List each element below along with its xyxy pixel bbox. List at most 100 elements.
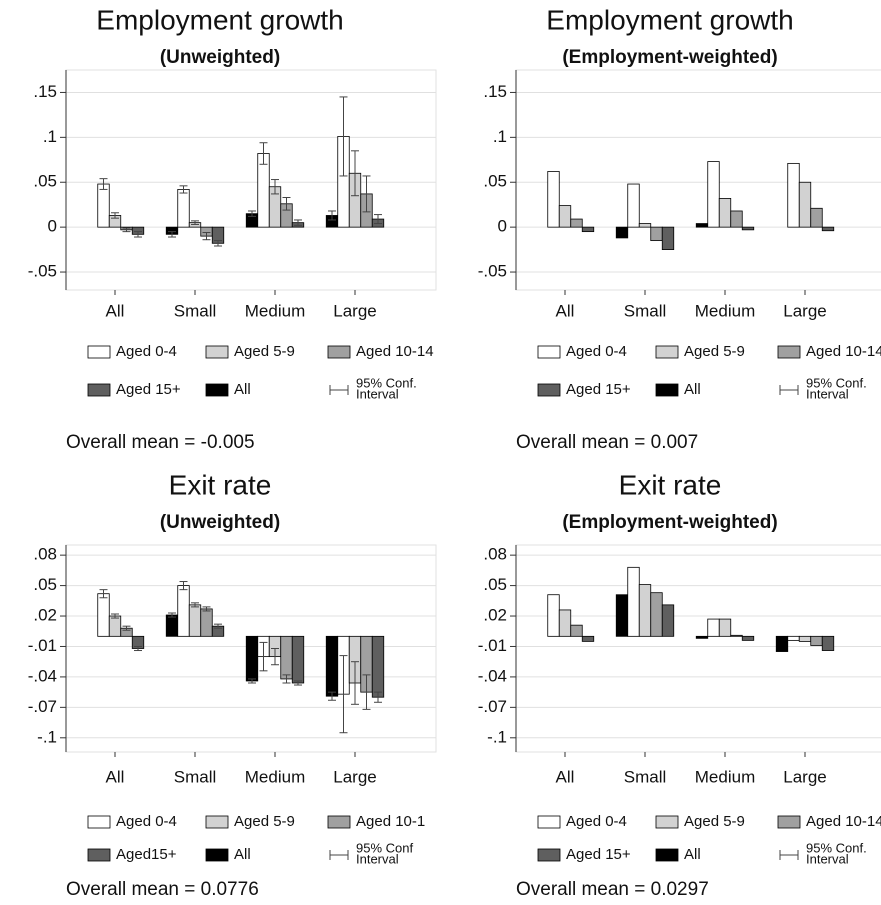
legend-label: All bbox=[684, 381, 701, 398]
error-bar bbox=[362, 175, 371, 213]
legend-label: Aged 0-4 bbox=[116, 343, 177, 360]
legend-label: Aged 5-9 bbox=[684, 343, 745, 360]
legend-swatch bbox=[327, 345, 351, 359]
legend-label: Aged15+ bbox=[116, 846, 177, 863]
bar bbox=[108, 615, 122, 637]
x-tick-label: Large bbox=[333, 767, 376, 786]
chart-title: Exit rate bbox=[169, 469, 272, 500]
bar bbox=[547, 171, 560, 228]
error-bar bbox=[111, 613, 119, 619]
legend-swatch bbox=[655, 345, 679, 359]
y-tick-label: -.04 bbox=[28, 666, 57, 685]
bar bbox=[718, 198, 732, 228]
legend-label: 95% Conf. bbox=[806, 375, 867, 390]
y-tick-label: .15 bbox=[33, 82, 57, 101]
bar bbox=[165, 614, 179, 637]
x-tick-label: Medium bbox=[245, 767, 305, 786]
bar bbox=[695, 223, 709, 228]
bar bbox=[798, 635, 812, 642]
chart-note: Overall mean = 0.0776 bbox=[66, 879, 259, 900]
error-bar bbox=[294, 680, 302, 686]
error-bar bbox=[259, 641, 268, 672]
legend-label: 95% Conf. bbox=[356, 375, 417, 390]
y-tick-label: -.1 bbox=[487, 727, 507, 746]
bar bbox=[821, 226, 835, 232]
chart-note: Overall mean = 0.007 bbox=[516, 432, 698, 453]
bar bbox=[650, 592, 663, 637]
x-tick-label: All bbox=[556, 301, 575, 320]
error-bar bbox=[122, 625, 131, 631]
y-tick-label: .02 bbox=[33, 606, 57, 625]
bar bbox=[798, 181, 812, 228]
legend-label: Aged 5-9 bbox=[684, 813, 745, 830]
error-bar bbox=[202, 606, 211, 612]
bar bbox=[177, 585, 190, 637]
legend-swatch bbox=[205, 383, 229, 397]
legend-swatch bbox=[537, 383, 561, 397]
bar bbox=[718, 618, 732, 637]
error-bar bbox=[259, 142, 268, 165]
error-bar bbox=[282, 674, 291, 684]
chart-subtitle: (Unweighted) bbox=[160, 47, 280, 68]
y-tick-label: 0 bbox=[498, 217, 507, 236]
chart-note: Overall mean = 0.0297 bbox=[516, 879, 709, 900]
bar bbox=[371, 635, 385, 698]
legend-label: Aged 10-1 bbox=[356, 813, 425, 830]
error-bar bbox=[271, 179, 279, 195]
bar bbox=[707, 161, 720, 228]
y-tick-label: .08 bbox=[483, 545, 507, 564]
bar bbox=[325, 635, 339, 697]
chart-panel: Employment growth (Unweighted) .15 .1 .05 0 -.… bbox=[28, 4, 437, 453]
error-bar bbox=[134, 645, 142, 652]
x-tick-label: Small bbox=[174, 301, 217, 320]
bar bbox=[695, 635, 709, 639]
bar bbox=[570, 624, 583, 637]
legend-swatch bbox=[537, 848, 561, 862]
x-tick-label: Small bbox=[174, 767, 217, 786]
error-bar bbox=[168, 612, 176, 618]
legend-swatch bbox=[327, 815, 351, 829]
y-tick-label: .02 bbox=[483, 606, 507, 625]
bar bbox=[650, 226, 663, 242]
legend-label: Aged 10-14 bbox=[806, 813, 881, 830]
y-tick-label: 0 bbox=[48, 217, 57, 236]
legend-label: 95% Conf. bbox=[806, 840, 867, 855]
x-tick-label: Medium bbox=[245, 301, 305, 320]
x-tick-label: Large bbox=[333, 301, 376, 320]
legend-swatch bbox=[537, 815, 561, 829]
bar bbox=[581, 635, 595, 642]
chart-title: Employment growth bbox=[96, 4, 343, 35]
legend-label: All bbox=[684, 846, 701, 863]
legend-swatch bbox=[777, 815, 801, 829]
error-bar bbox=[248, 210, 256, 217]
error-bar bbox=[294, 219, 302, 226]
legend-swatch bbox=[655, 383, 679, 397]
bar bbox=[775, 635, 789, 652]
legend-label: Aged 0-4 bbox=[566, 343, 627, 360]
legend-swatch bbox=[655, 815, 679, 829]
x-tick-label: All bbox=[106, 767, 125, 786]
error-bar bbox=[362, 674, 371, 710]
legend-label: All bbox=[234, 846, 251, 863]
y-tick-label: -.1 bbox=[37, 727, 57, 746]
bar bbox=[627, 566, 640, 637]
legend-swatch bbox=[87, 815, 111, 829]
chart-panel: Employment growth (Employment-weighted) .1… bbox=[478, 4, 881, 453]
error-bar bbox=[351, 661, 359, 705]
y-tick-label: -.05 bbox=[28, 262, 57, 281]
error-bar bbox=[122, 227, 131, 233]
legend-label: Interval bbox=[356, 851, 399, 866]
y-tick-label: -.05 bbox=[478, 262, 507, 281]
legend-swatch bbox=[655, 848, 679, 862]
error-bar bbox=[374, 691, 382, 703]
bar bbox=[741, 635, 755, 641]
error-bar bbox=[191, 220, 199, 225]
plot-frame bbox=[515, 69, 881, 291]
bar bbox=[188, 604, 202, 637]
bar bbox=[787, 162, 800, 228]
bar bbox=[558, 609, 572, 637]
legend-swatch bbox=[205, 848, 229, 862]
y-tick-label: .08 bbox=[33, 545, 57, 564]
x-tick-label: Medium bbox=[695, 301, 755, 320]
error-bar bbox=[271, 648, 279, 666]
